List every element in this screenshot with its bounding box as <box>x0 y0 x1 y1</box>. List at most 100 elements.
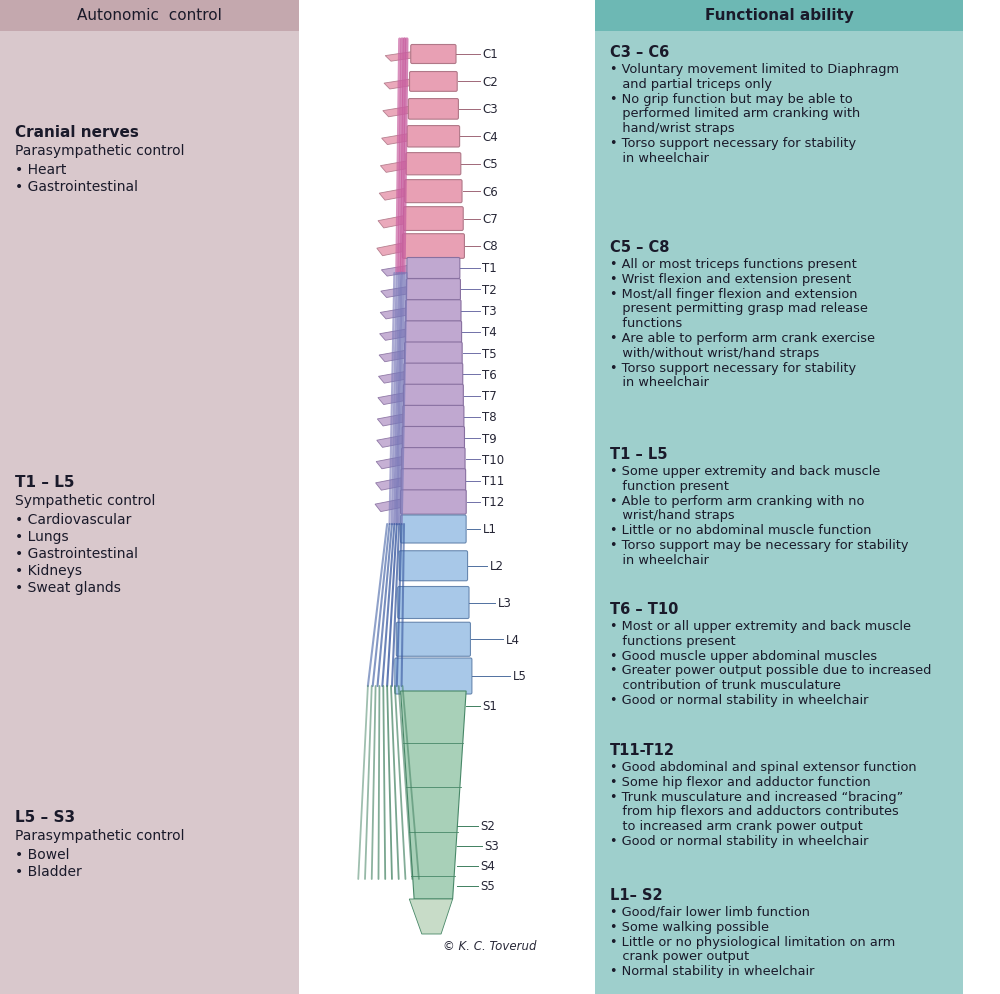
Text: © K. C. Toverud: © K. C. Toverud <box>443 939 537 952</box>
FancyBboxPatch shape <box>410 73 457 92</box>
Text: L1– S2: L1– S2 <box>610 887 662 903</box>
Text: T1 – L5: T1 – L5 <box>15 474 75 489</box>
Text: • Good or normal stability in wheelchair: • Good or normal stability in wheelchair <box>610 693 868 707</box>
Text: T10: T10 <box>482 453 505 466</box>
Text: • Little or no abdominal muscle function: • Little or no abdominal muscle function <box>610 524 871 537</box>
FancyBboxPatch shape <box>401 516 466 544</box>
Text: S5: S5 <box>481 880 495 893</box>
Text: T2: T2 <box>482 283 497 296</box>
Text: functions: functions <box>610 317 682 330</box>
Text: C5: C5 <box>482 158 498 171</box>
Text: with/without wrist/hand straps: with/without wrist/hand straps <box>610 347 819 360</box>
Text: in wheelchair: in wheelchair <box>610 554 708 567</box>
Text: L3: L3 <box>498 596 512 609</box>
Text: • Some upper extremity and back muscle: • Some upper extremity and back muscle <box>610 464 880 477</box>
Text: • Gastrointestinal: • Gastrointestinal <box>15 180 138 194</box>
FancyBboxPatch shape <box>405 343 462 365</box>
Text: S4: S4 <box>481 860 495 873</box>
Text: • Little or no physiological limitation on arm: • Little or no physiological limitation … <box>610 934 895 947</box>
Text: Functional ability: Functional ability <box>705 9 854 24</box>
Text: C3: C3 <box>482 103 498 116</box>
Polygon shape <box>385 53 412 63</box>
Text: from hip flexors and adductors contributes: from hip flexors and adductors contribut… <box>610 804 898 818</box>
Polygon shape <box>382 134 409 145</box>
FancyBboxPatch shape <box>404 364 463 387</box>
FancyBboxPatch shape <box>398 586 469 619</box>
Text: • Are able to perform arm crank exercise: • Are able to perform arm crank exercise <box>610 332 875 345</box>
FancyBboxPatch shape <box>402 427 464 450</box>
Bar <box>595 0 963 994</box>
Text: • Bowel: • Bowel <box>15 847 70 861</box>
Polygon shape <box>380 162 407 173</box>
Bar <box>0 0 299 994</box>
Text: T1 – L5: T1 – L5 <box>610 446 667 461</box>
FancyBboxPatch shape <box>406 153 461 176</box>
Text: • Good or normal stability in wheelchair: • Good or normal stability in wheelchair <box>610 834 868 847</box>
FancyBboxPatch shape <box>406 279 460 300</box>
FancyBboxPatch shape <box>407 258 460 279</box>
Text: crank power output: crank power output <box>610 949 749 962</box>
Text: and partial triceps only: and partial triceps only <box>610 78 772 90</box>
Text: • Bladder: • Bladder <box>15 864 82 878</box>
Text: • Greater power output possible due to increased: • Greater power output possible due to i… <box>610 664 931 677</box>
Text: T12: T12 <box>482 496 505 509</box>
Text: • Torso support necessary for stability: • Torso support necessary for stability <box>610 137 856 150</box>
Polygon shape <box>378 217 405 229</box>
Text: L5: L5 <box>513 670 527 683</box>
FancyBboxPatch shape <box>404 208 463 232</box>
Text: T9: T9 <box>482 432 497 445</box>
Polygon shape <box>379 189 406 201</box>
Text: performed limited arm cranking with: performed limited arm cranking with <box>610 107 860 120</box>
Text: T11: T11 <box>482 475 505 488</box>
Text: function present: function present <box>610 479 728 492</box>
Text: • Good muscle upper abdominal muscles: • Good muscle upper abdominal muscles <box>610 649 877 662</box>
Text: • Torso support necessary for stability: • Torso support necessary for stability <box>610 361 856 374</box>
Polygon shape <box>378 372 405 384</box>
Text: • Most or all upper extremity and back muscle: • Most or all upper extremity and back m… <box>610 619 911 632</box>
Text: contribution of trunk musculature: contribution of trunk musculature <box>610 679 840 692</box>
Text: Parasympathetic control: Parasympathetic control <box>15 828 185 842</box>
Bar <box>0 0 299 32</box>
Text: L2: L2 <box>490 560 504 573</box>
Text: C2: C2 <box>482 76 498 88</box>
Text: T4: T4 <box>482 326 497 339</box>
Polygon shape <box>377 435 404 448</box>
Text: Autonomic  control: Autonomic control <box>77 9 222 24</box>
FancyBboxPatch shape <box>405 181 462 204</box>
Polygon shape <box>409 900 453 934</box>
Text: • Most/all finger flexion and extension: • Most/all finger flexion and extension <box>610 287 857 300</box>
FancyBboxPatch shape <box>407 126 460 148</box>
FancyBboxPatch shape <box>401 469 466 493</box>
Text: C5 – C8: C5 – C8 <box>610 240 669 254</box>
Text: hand/wrist straps: hand/wrist straps <box>610 122 734 135</box>
Text: S2: S2 <box>481 820 495 833</box>
FancyBboxPatch shape <box>402 448 465 472</box>
Text: L4: L4 <box>506 633 520 646</box>
Text: Sympathetic control: Sympathetic control <box>15 493 156 508</box>
FancyBboxPatch shape <box>401 490 466 515</box>
Text: C6: C6 <box>482 186 498 199</box>
Polygon shape <box>377 244 404 256</box>
FancyBboxPatch shape <box>405 321 462 343</box>
Polygon shape <box>401 691 466 900</box>
Polygon shape <box>381 287 408 298</box>
Text: • Kidneys: • Kidneys <box>15 564 82 578</box>
Text: L1: L1 <box>482 523 496 536</box>
Text: • Wrist flexion and extension present: • Wrist flexion and extension present <box>610 272 851 285</box>
Text: T11-T12: T11-T12 <box>610 743 675 757</box>
Text: T8: T8 <box>482 411 497 424</box>
Text: • Some walking possible: • Some walking possible <box>610 919 769 932</box>
Polygon shape <box>376 457 403 469</box>
FancyBboxPatch shape <box>408 99 458 120</box>
Text: T1: T1 <box>482 262 497 275</box>
Text: in wheelchair: in wheelchair <box>610 376 708 389</box>
Polygon shape <box>379 351 406 363</box>
Text: S1: S1 <box>482 700 497 713</box>
Text: • Heart: • Heart <box>15 163 67 177</box>
Text: in wheelchair: in wheelchair <box>610 152 708 165</box>
FancyBboxPatch shape <box>396 622 470 657</box>
Text: • Able to perform arm cranking with no: • Able to perform arm cranking with no <box>610 494 864 507</box>
Text: Parasympathetic control: Parasympathetic control <box>15 144 185 158</box>
Text: wrist/hand straps: wrist/hand straps <box>610 509 734 522</box>
Text: • Lungs: • Lungs <box>15 530 69 544</box>
